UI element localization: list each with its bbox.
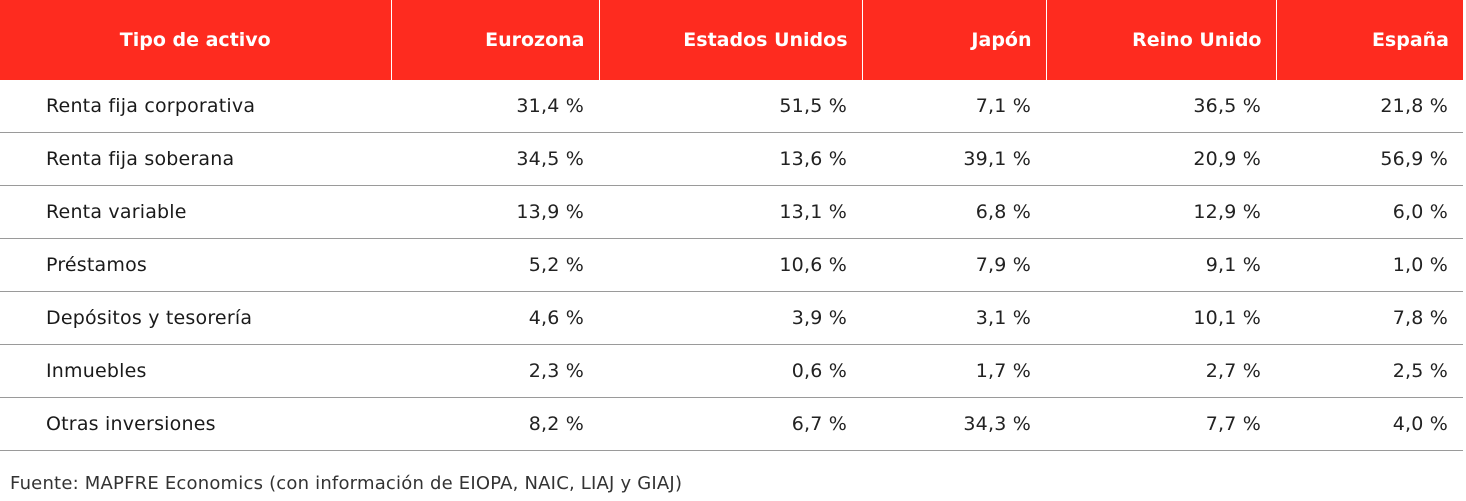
value-cell-japan: 7,9 %: [862, 238, 1046, 292]
value-cell-eurozone: 31,4 %: [391, 80, 599, 133]
value-cell-united-kingdom: 36,5 %: [1046, 80, 1276, 133]
asset-allocation-table: Tipo de activo Eurozona Estados Unidos J…: [0, 0, 1463, 451]
header-cell-spain: España: [1276, 0, 1463, 80]
value-cell-united-kingdom: 10,1 %: [1046, 291, 1276, 345]
table-row: Depósitos y tesorería 4,6 % 3,9 % 3,1 % 10,1…: [0, 291, 1463, 345]
value-cell-spain: 2,5 %: [1276, 344, 1463, 398]
row-label-cell: Inmuebles: [0, 344, 391, 398]
value-cell-japan: 34,3 %: [862, 397, 1046, 451]
value-cell-japan: 1,7 %: [862, 344, 1046, 398]
row-label-cell: Renta fija corporativa: [0, 80, 391, 133]
value-cell-japan: 3,1 %: [862, 291, 1046, 345]
row-label-cell: Préstamos: [0, 238, 391, 292]
value-cell-spain: 4,0 %: [1276, 397, 1463, 451]
value-cell-eurozone: 2,3 %: [391, 344, 599, 398]
source-note: Fuente: MAPFRE Economics (con informació…: [10, 473, 683, 494]
value-cell-spain: 56,9 %: [1276, 132, 1463, 186]
header-cell-eurozone: Eurozona: [391, 0, 600, 80]
value-cell-japan: 7,1 %: [862, 80, 1046, 133]
value-cell-united-states: 51,5 %: [599, 80, 862, 133]
value-cell-united-kingdom: 7,7 %: [1046, 397, 1276, 451]
table-row: Préstamos 5,2 % 10,6 % 7,9 % 9,1 % 1,0 %: [0, 238, 1463, 292]
table-row: Inmuebles 2,3 % 0,6 % 1,7 % 2,7 % 2,5 %: [0, 344, 1463, 398]
row-label-cell: Renta variable: [0, 185, 391, 239]
value-cell-eurozone: 34,5 %: [391, 132, 599, 186]
header-row: Tipo de activo Eurozona Estados Unidos J…: [0, 0, 1463, 80]
table-row: Otras inversiones 8,2 % 6,7 % 34,3 % 7,7 % 4,…: [0, 397, 1463, 451]
value-cell-japan: 39,1 %: [862, 132, 1046, 186]
value-cell-united-kingdom: 20,9 %: [1046, 132, 1276, 186]
row-label-cell: Otras inversiones: [0, 397, 391, 451]
header-cell-japan: Japón: [862, 0, 1047, 80]
value-cell-united-states: 3,9 %: [599, 291, 862, 345]
value-cell-united-kingdom: 9,1 %: [1046, 238, 1276, 292]
header-cell-united-states: Estados Unidos: [599, 0, 863, 80]
row-label-cell: Renta fija soberana: [0, 132, 391, 186]
table-body: Renta fija corporativa 31,4 % 51,5 % 7,1 % 3…: [0, 80, 1463, 451]
value-cell-united-states: 13,6 %: [599, 132, 862, 186]
value-cell-eurozone: 13,9 %: [391, 185, 599, 239]
table-row: Renta fija corporativa 31,4 % 51,5 % 7,1 % 3…: [0, 80, 1463, 133]
value-cell-united-kingdom: 12,9 %: [1046, 185, 1276, 239]
value-cell-eurozone: 5,2 %: [391, 238, 599, 292]
value-cell-united-states: 10,6 %: [599, 238, 862, 292]
value-cell-japan: 6,8 %: [862, 185, 1046, 239]
table-row: Renta variable 13,9 % 13,1 % 6,8 % 12,9 % 6,0…: [0, 185, 1463, 239]
value-cell-spain: 1,0 %: [1276, 238, 1463, 292]
value-cell-united-states: 6,7 %: [599, 397, 862, 451]
table-header: Tipo de activo Eurozona Estados Unidos J…: [0, 0, 1463, 80]
header-cell-asset-type: Tipo de activo: [0, 0, 392, 80]
value-cell-united-states: 0,6 %: [599, 344, 862, 398]
header-cell-united-kingdom: Reino Unido: [1046, 0, 1277, 80]
value-cell-united-kingdom: 2,7 %: [1046, 344, 1276, 398]
value-cell-united-states: 13,1 %: [599, 185, 862, 239]
row-label-cell: Depósitos y tesorería: [0, 291, 391, 345]
value-cell-spain: 6,0 %: [1276, 185, 1463, 239]
value-cell-eurozone: 4,6 %: [391, 291, 599, 345]
value-cell-spain: 21,8 %: [1276, 80, 1463, 133]
value-cell-eurozone: 8,2 %: [391, 397, 599, 451]
table-row: Renta fija soberana 34,5 % 13,6 % 39,1 % 20,…: [0, 132, 1463, 186]
value-cell-spain: 7,8 %: [1276, 291, 1463, 345]
asset-allocation-table-container: Tipo de activo Eurozona Estados Unidos J…: [0, 0, 1463, 451]
